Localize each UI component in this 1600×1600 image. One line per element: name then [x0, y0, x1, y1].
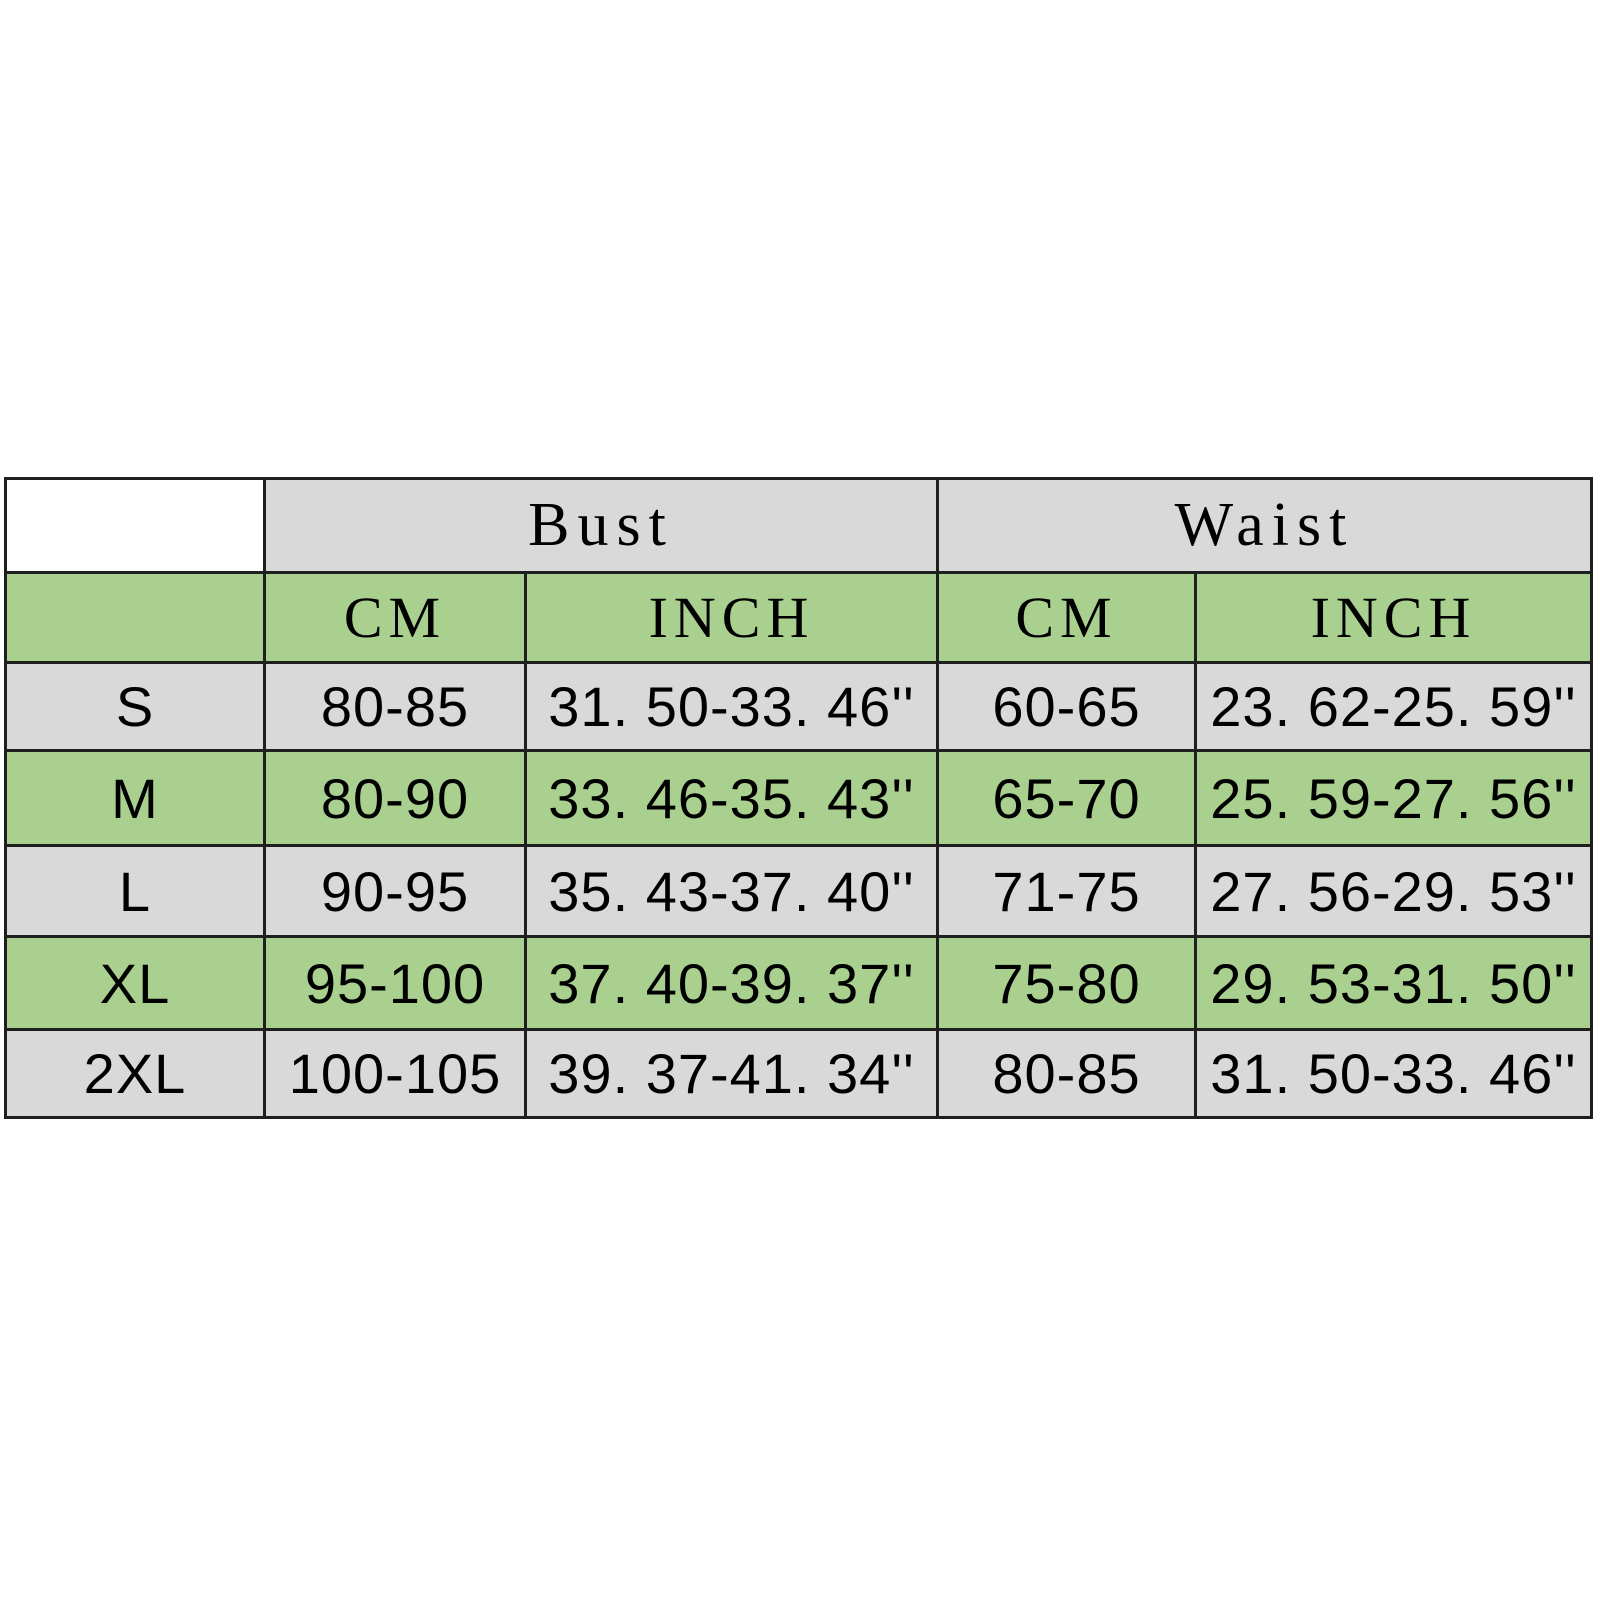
cell-s-waist-cm: 60-65	[936, 661, 1197, 752]
table-row-xl: XL 95-100 37. 40-39. 37'' 75-80 29. 53-3…	[4, 935, 1593, 1031]
cell-2xl-bust-inch: 39. 37-41. 34''	[524, 1028, 939, 1119]
size-label-s: S	[4, 661, 266, 752]
cell-l-bust-inch: 35. 43-37. 40''	[524, 844, 939, 938]
cell-s-waist-inch: 23. 62-25. 59''	[1194, 661, 1593, 752]
cell-xl-bust-inch: 37. 40-39. 37''	[524, 935, 939, 1031]
cell-xl-bust-cm: 95-100	[263, 935, 527, 1031]
table-row-m: M 80-90 33. 46-35. 43'' 65-70 25. 59-27.…	[4, 749, 1593, 847]
cell-m-waist-inch: 25. 59-27. 56''	[1194, 749, 1593, 847]
table-row-l: L 90-95 35. 43-37. 40'' 71-75 27. 56-29.…	[4, 844, 1593, 938]
corner-cell	[4, 477, 266, 574]
cell-m-bust-cm: 80-90	[263, 749, 527, 847]
cell-2xl-waist-inch: 31. 50-33. 46''	[1194, 1028, 1593, 1119]
cell-xl-waist-cm: 75-80	[936, 935, 1197, 1031]
size-label-xl: XL	[4, 935, 266, 1031]
cell-l-bust-cm: 90-95	[263, 844, 527, 938]
unit-corner-cell	[4, 571, 266, 664]
size-label-l: L	[4, 844, 266, 938]
cell-2xl-waist-cm: 80-85	[936, 1028, 1197, 1119]
cell-l-waist-cm: 71-75	[936, 844, 1197, 938]
waist-group-header: Waist	[936, 477, 1593, 574]
cell-2xl-bust-cm: 100-105	[263, 1028, 527, 1119]
cell-m-waist-cm: 65-70	[936, 749, 1197, 847]
cell-m-bust-inch: 33. 46-35. 43''	[524, 749, 939, 847]
bust-cm-header: CM	[263, 571, 527, 664]
unit-header-row: CM INCH CM INCH	[4, 571, 1593, 664]
cell-s-bust-inch: 31. 50-33. 46''	[524, 661, 939, 752]
table-row-s: S 80-85 31. 50-33. 46'' 60-65 23. 62-25.…	[4, 661, 1593, 752]
waist-inch-header: INCH	[1194, 571, 1593, 664]
bust-group-header: Bust	[263, 477, 939, 574]
cell-s-bust-cm: 80-85	[263, 661, 527, 752]
size-label-m: M	[4, 749, 266, 847]
waist-cm-header: CM	[936, 571, 1197, 664]
size-label-2xl: 2XL	[4, 1028, 266, 1119]
table-row-2xl: 2XL 100-105 39. 37-41. 34'' 80-85 31. 50…	[4, 1028, 1593, 1119]
cell-xl-waist-inch: 29. 53-31. 50''	[1194, 935, 1593, 1031]
bust-inch-header: INCH	[524, 571, 939, 664]
size-chart-table: Bust Waist CM INCH CM INCH S 80-85 31. 5…	[4, 477, 1593, 1119]
group-header-row: Bust Waist	[4, 477, 1593, 574]
cell-l-waist-inch: 27. 56-29. 53''	[1194, 844, 1593, 938]
